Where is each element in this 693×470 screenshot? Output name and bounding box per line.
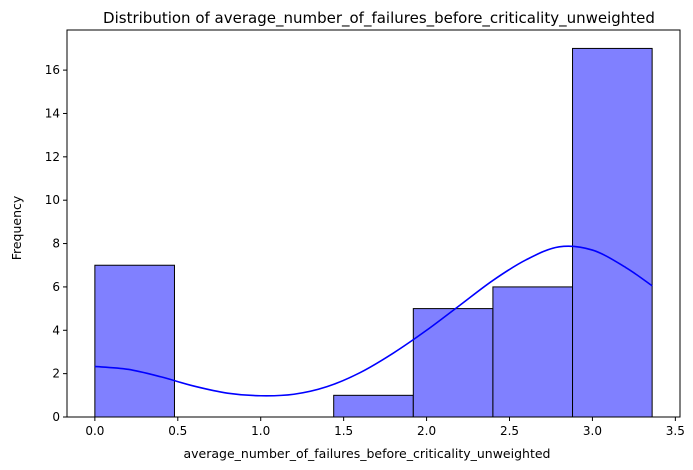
y-tick-label: 8 <box>52 237 60 251</box>
axes-border <box>66 29 681 418</box>
histogram-bar-0 <box>94 264 175 418</box>
x-tick-label: 1.0 <box>251 424 270 438</box>
x-tick-label: 2.0 <box>417 424 436 438</box>
y-axis-ticks: 0 2 4 6 8 10 12 14 16 <box>45 63 67 424</box>
x-tick-label: 0.0 <box>85 424 104 438</box>
x-tick-label: 3.0 <box>583 424 602 438</box>
y-tick-label: 0 <box>52 410 60 424</box>
y-tick-label: 2 <box>52 367 60 381</box>
x-tick-label: 3.5 <box>666 424 685 438</box>
histogram-bar-5 <box>492 286 574 418</box>
axes-frame <box>66 29 681 418</box>
x-tick-label: 1.5 <box>334 424 353 438</box>
y-axis-label: Frequency <box>9 195 24 260</box>
y-tick-label: 16 <box>45 63 60 77</box>
y-tick-label: 10 <box>45 193 60 207</box>
histogram-bar-3 <box>333 394 414 418</box>
histogram-bars <box>94 47 653 418</box>
y-tick-label: 6 <box>52 280 60 294</box>
y-tick-label: 14 <box>45 106 60 120</box>
x-axis-label: average_number_of_failures_before_critic… <box>184 446 551 461</box>
histogram-bar-4 <box>412 308 494 418</box>
chart-title: Distribution of average_number_of_failur… <box>103 9 655 28</box>
kde-line <box>94 245 653 397</box>
y-tick-label: 12 <box>45 150 60 164</box>
x-tick-label: 2.5 <box>500 424 519 438</box>
x-axis-ticks: 0.0 0.5 1.0 1.5 2.0 2.5 3.0 3.5 <box>85 417 685 438</box>
histogram-bar-6 <box>572 47 653 418</box>
y-tick-label: 4 <box>52 323 60 337</box>
x-tick-label: 0.5 <box>168 424 187 438</box>
